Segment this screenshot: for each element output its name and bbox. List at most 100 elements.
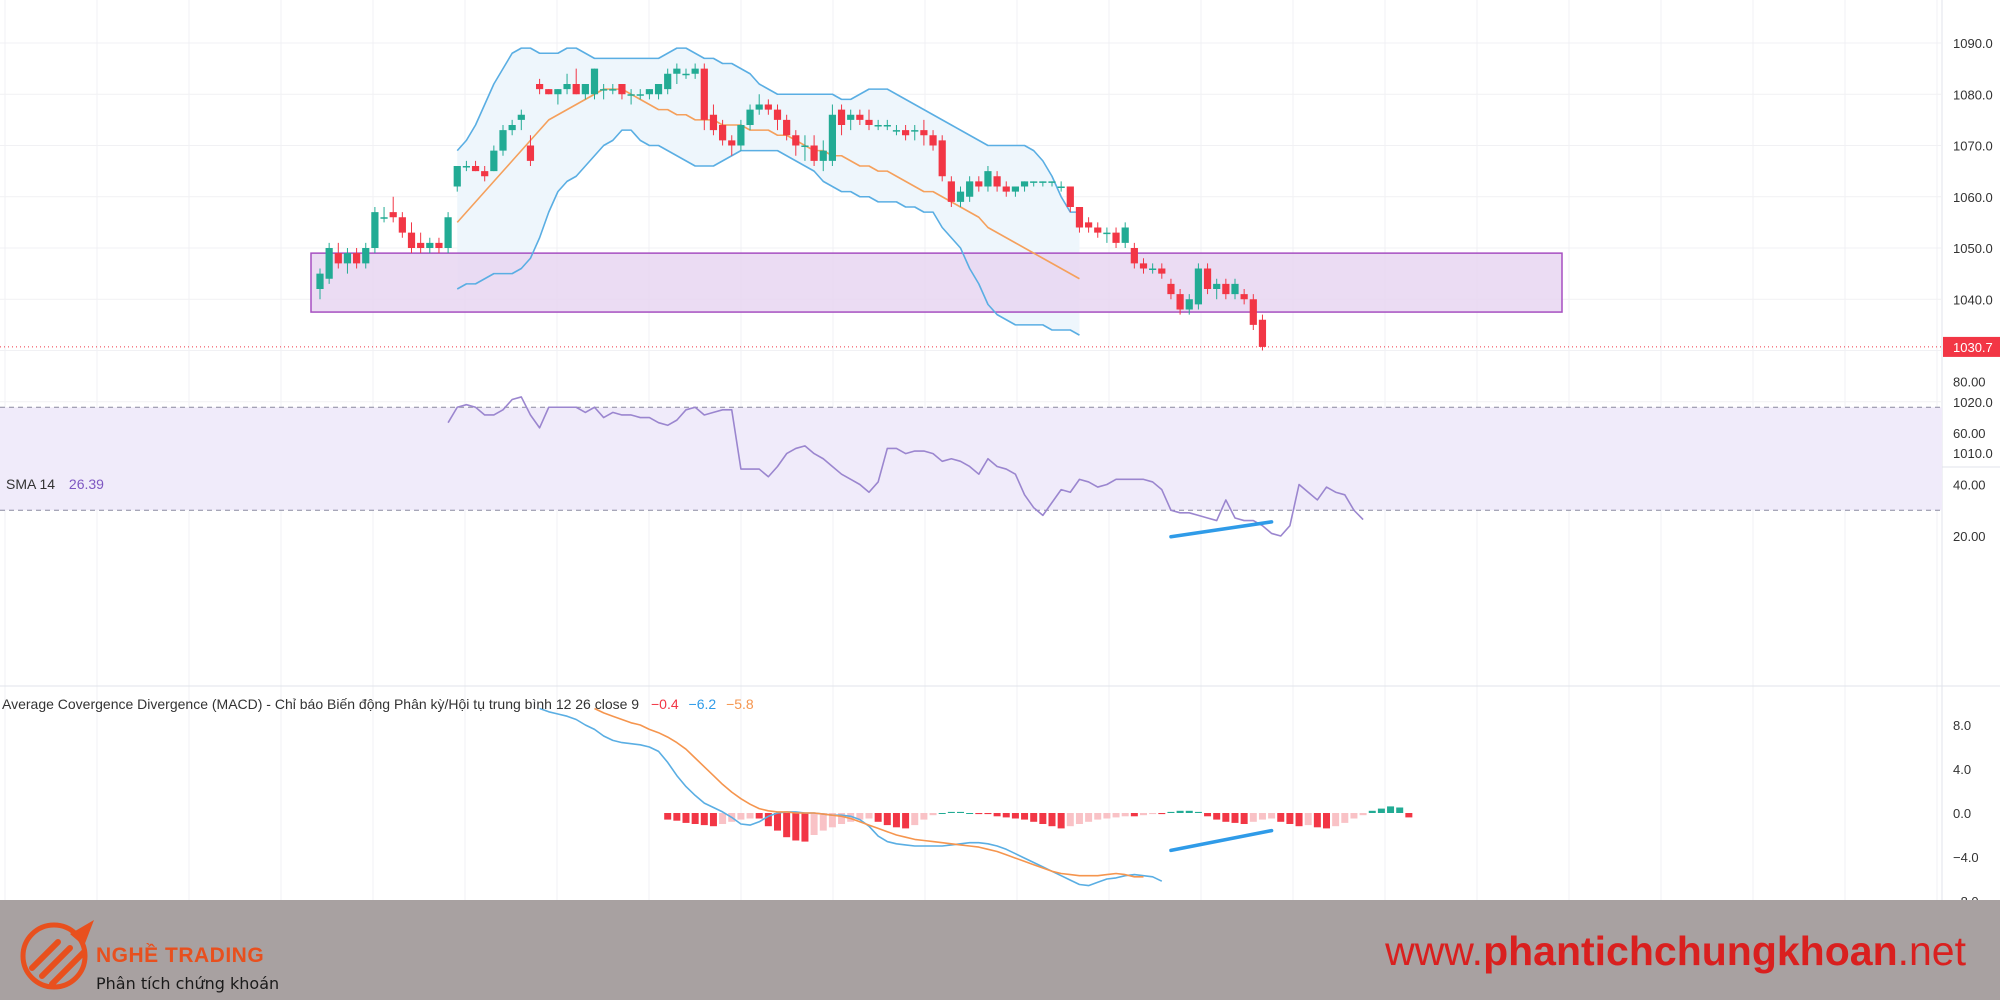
candle-body <box>801 145 809 147</box>
candle-body <box>1103 232 1111 235</box>
candle-body <box>728 140 736 146</box>
macd-histogram-bar <box>1130 813 1138 817</box>
candle-body <box>819 150 827 161</box>
macd-histogram-bar <box>920 813 928 820</box>
candle-body <box>1057 186 1065 188</box>
candle-body <box>1075 207 1084 228</box>
macd-histogram-bar <box>664 813 672 820</box>
candle-body <box>1231 283 1239 295</box>
price-tick-label: 1020.0 <box>1953 395 1993 410</box>
candle-body <box>417 242 425 248</box>
macd-histogram-bar <box>1002 813 1010 818</box>
candle-body <box>481 171 489 177</box>
macd-histogram-bar <box>737 813 745 820</box>
macd-histogram-bar <box>865 813 873 819</box>
macd-histogram-bar <box>1277 813 1285 822</box>
macd-histogram-bar <box>838 813 846 824</box>
macd-histogram-bar <box>828 813 836 828</box>
macd-histogram-bar <box>1295 813 1303 827</box>
candle-body <box>1121 227 1129 243</box>
macd-histogram-bar <box>1121 813 1129 817</box>
candle-body <box>984 171 992 187</box>
candle-body <box>353 253 361 264</box>
candle-body <box>435 242 443 248</box>
macd-histogram-bar <box>947 811 955 813</box>
candle-body <box>746 109 754 125</box>
candle-body <box>609 89 617 91</box>
candle-body <box>398 217 406 233</box>
macd-histogram-bar <box>1222 813 1230 822</box>
oscillator-legend: SMA 14 26.39 <box>6 476 104 492</box>
macd-histogram-bar <box>1075 813 1083 824</box>
macd-histogram-bar <box>1268 813 1276 819</box>
candle-body <box>810 145 818 161</box>
macd-histogram-bar <box>993 813 1001 817</box>
brand-tagline: Phân tích chứng khoán <box>96 974 280 993</box>
macd-legend-signal-value: −5.8 <box>726 696 754 712</box>
candle-body <box>1167 283 1175 295</box>
support-zone-box <box>310 252 1563 313</box>
candle-body <box>911 130 919 132</box>
macd-histogram-bar <box>1048 813 1056 827</box>
candle-body <box>709 114 718 131</box>
macd-histogram-bar <box>1249 813 1257 822</box>
candle-body <box>764 104 772 110</box>
macd-histogram-bar <box>1085 813 1093 822</box>
macd-histogram-bar <box>902 813 910 829</box>
oscillator-line <box>447 396 1364 537</box>
candle-body <box>316 273 324 289</box>
macd-tick-label: −4.0 <box>1953 850 1979 865</box>
brand-name: NGHỀ TRADING <box>96 944 265 967</box>
candle-body <box>737 125 745 146</box>
candle-body <box>975 181 983 187</box>
macd-histogram-bar <box>911 813 919 826</box>
candle-body <box>828 114 836 161</box>
candle-body <box>371 212 379 248</box>
macd-histogram-bar <box>1011 813 1019 819</box>
candle-body <box>892 130 901 132</box>
candle-body <box>865 119 873 125</box>
macd-histogram-bar <box>682 813 690 823</box>
candle-body <box>526 145 535 161</box>
macd-histogram-bar <box>856 813 864 820</box>
macd-histogram-bar <box>810 813 818 835</box>
macd-histogram-bar <box>938 813 946 814</box>
candle-body <box>847 114 855 120</box>
candle-body <box>1213 283 1221 289</box>
macd-histogram-bar <box>1323 813 1330 829</box>
macd-histogram-bar <box>1313 813 1321 828</box>
macd-histogram-bar <box>892 813 900 828</box>
macd-histogram-bar <box>1103 813 1111 819</box>
candle-body <box>462 166 470 168</box>
price-tick-label: 1060.0 <box>1953 190 1993 205</box>
macd-tick-label: 0.0 <box>1953 806 1971 821</box>
candle-body <box>407 232 416 248</box>
macd-tick-label: 8.0 <box>1953 718 1971 733</box>
bollinger-basis-line <box>456 88 1080 280</box>
website-link[interactable]: www.phantichchungkhoan.net <box>1385 928 1966 975</box>
macd-histogram-bar <box>883 813 891 826</box>
macd-histogram-bar <box>783 813 791 838</box>
macd-histogram-bar <box>1332 813 1340 827</box>
price-tick-label: 1080.0 <box>1953 87 1993 102</box>
candle-body <box>590 68 599 95</box>
macd-histogram-bar <box>1112 813 1120 818</box>
candle-body <box>545 89 553 95</box>
candle-body <box>645 89 653 95</box>
candle-body <box>700 68 708 120</box>
macd-histogram-bar <box>1194 811 1202 813</box>
macd-histogram-bar <box>1140 813 1147 816</box>
macd-histogram-bar <box>1286 813 1294 824</box>
macd-histogram-bar <box>1057 813 1065 829</box>
candle-body <box>627 94 635 96</box>
candle-body <box>874 125 882 127</box>
candle-body <box>554 89 562 95</box>
macd-histogram-bar <box>1359 813 1367 816</box>
candle-body <box>1030 181 1038 183</box>
candle-body <box>773 109 782 120</box>
macd-histogram-bar <box>1387 806 1395 813</box>
macd-histogram-bar <box>1350 813 1358 819</box>
macd-divergence-line <box>1169 828 1274 853</box>
macd-histogram-bar <box>1368 810 1376 813</box>
macd-histogram-bar <box>957 811 964 813</box>
